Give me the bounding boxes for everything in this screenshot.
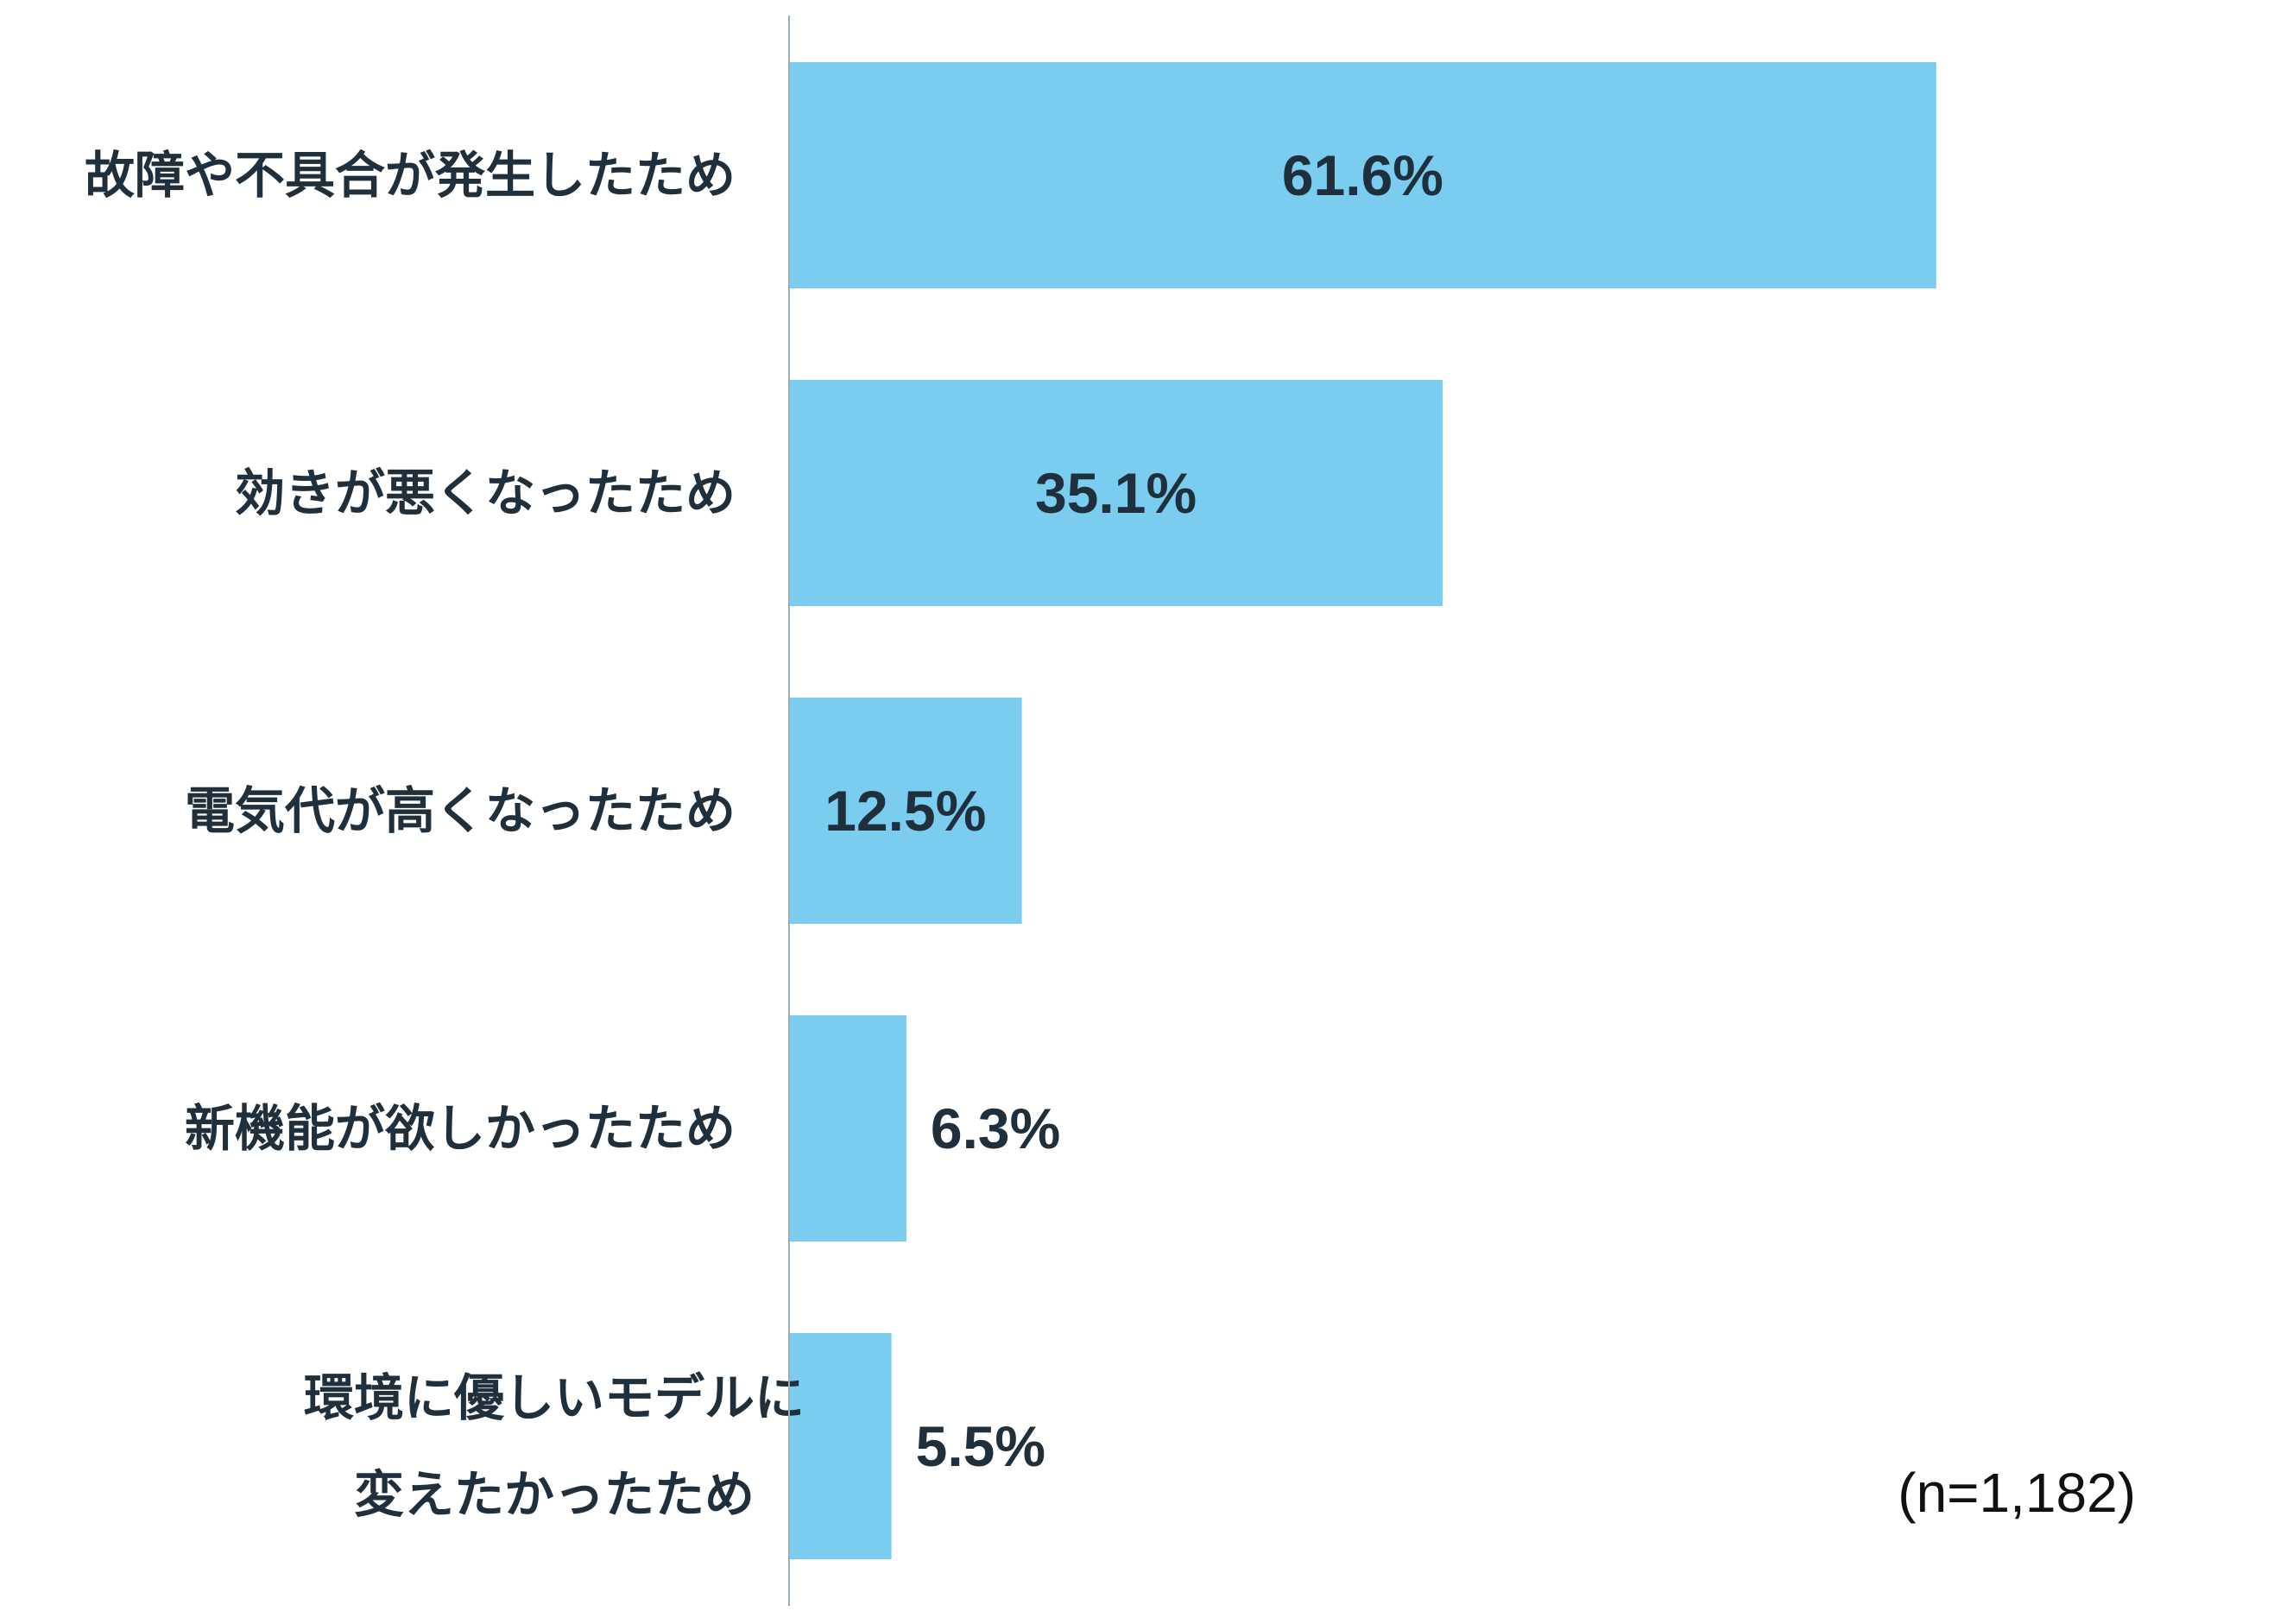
category-label-4-line-1: 変えたかったため	[354, 1465, 755, 1524]
category-label-2: 電気代が高くなったため	[185, 781, 736, 840]
bar-3	[789, 1015, 906, 1242]
value-label-4: 5.5%	[916, 1414, 1045, 1478]
value-labels: 61.6% 35.1% 12.5% 6.3% 5.5%	[824, 143, 1443, 1478]
bar-4	[789, 1333, 892, 1559]
value-label-2: 12.5%	[824, 779, 986, 843]
sample-size-note: (n=1,182)	[1898, 1462, 2136, 1524]
bars-group	[789, 62, 1936, 1559]
value-label-1: 35.1%	[1035, 461, 1197, 525]
bar-2	[789, 698, 1022, 924]
value-label-0: 61.6%	[1282, 143, 1443, 207]
value-label-3: 6.3%	[931, 1096, 1060, 1160]
bar-1	[789, 380, 1443, 606]
category-labels: 故障や不具合が発生したため効きが悪くなったため電気代が高くなったため新機能が欲し…	[85, 146, 805, 1524]
category-label-4-line-0: 環境に優しいモデルに	[304, 1368, 805, 1427]
bar-0	[789, 62, 1936, 288]
category-label-3: 新機能が欲しかったため	[185, 1099, 736, 1158]
category-label-0: 故障や不具合が発生したため	[85, 146, 736, 205]
category-label-1: 効きが悪くなったため	[235, 464, 736, 522]
